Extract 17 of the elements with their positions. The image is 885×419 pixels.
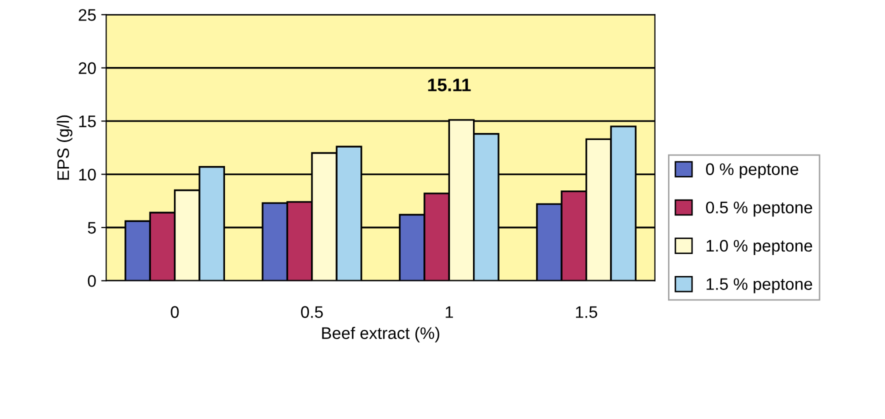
legend-label: 0.5 % peptone bbox=[706, 202, 812, 217]
y-tick-label: 15 bbox=[79, 116, 96, 128]
x-tick-label: 0.5 bbox=[301, 306, 323, 318]
y-tick-label: 5 bbox=[88, 222, 96, 234]
y-tick-label: 20 bbox=[78, 62, 96, 74]
y-axis-title: EPS (g/l) bbox=[56, 115, 72, 180]
legend-label: 1.5 % peptone bbox=[706, 278, 812, 294]
legend-label: 1.0 % peptone bbox=[706, 240, 812, 255]
annotation: 15.11 bbox=[428, 78, 471, 92]
legend-label: 0 % peptone bbox=[706, 163, 798, 178]
y-tick-label: 25 bbox=[78, 9, 96, 21]
x-axis-title: Beef extract (%) bbox=[322, 326, 440, 342]
x-tick-label: 1 bbox=[446, 306, 453, 318]
y-tick-label: 10 bbox=[79, 168, 96, 181]
y-tick-label: 0 bbox=[88, 275, 96, 287]
x-tick-label: 1.5 bbox=[576, 306, 598, 318]
x-tick-label: 0 bbox=[170, 306, 179, 318]
